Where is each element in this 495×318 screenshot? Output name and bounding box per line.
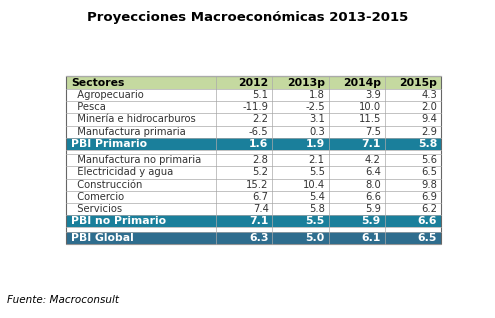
Text: 11.5: 11.5: [358, 114, 381, 124]
Text: 6.4: 6.4: [365, 168, 381, 177]
Text: -6.5: -6.5: [249, 127, 269, 137]
Text: 6.6: 6.6: [418, 216, 437, 226]
Text: 7.4: 7.4: [252, 204, 269, 214]
Text: 6.6: 6.6: [365, 192, 381, 202]
Bar: [66, 166, 441, 179]
Text: Proyecciones Macroeconómicas 2013-2015: Proyecciones Macroeconómicas 2013-2015: [87, 11, 408, 24]
Text: Fuente: Macroconsult: Fuente: Macroconsult: [7, 295, 119, 305]
Text: 9.4: 9.4: [421, 114, 437, 124]
Bar: [66, 150, 441, 154]
Bar: [66, 154, 441, 166]
Bar: [66, 191, 441, 203]
Text: 7.5: 7.5: [365, 127, 381, 137]
Text: 5.9: 5.9: [365, 204, 381, 214]
Text: 2.8: 2.8: [252, 155, 269, 165]
Text: 5.4: 5.4: [309, 192, 325, 202]
Text: 6.3: 6.3: [249, 233, 269, 243]
Text: Servicios: Servicios: [71, 204, 122, 214]
Text: Comercio: Comercio: [71, 192, 124, 202]
Text: 7.1: 7.1: [249, 216, 269, 226]
Text: Minería e hidrocarburos: Minería e hidrocarburos: [71, 114, 196, 124]
Text: 6.2: 6.2: [421, 204, 437, 214]
Text: 5.5: 5.5: [309, 168, 325, 177]
Text: 4.2: 4.2: [365, 155, 381, 165]
Text: PBI Primario: PBI Primario: [71, 139, 147, 149]
Text: 2.0: 2.0: [421, 102, 437, 112]
Text: 5.6: 5.6: [421, 155, 437, 165]
Text: Manufactura primaria: Manufactura primaria: [71, 127, 186, 137]
Text: 2014p: 2014p: [343, 78, 381, 87]
Text: 2015p: 2015p: [399, 78, 437, 87]
Text: 6.5: 6.5: [421, 168, 437, 177]
Text: 5.8: 5.8: [418, 139, 437, 149]
Text: 3.9: 3.9: [365, 90, 381, 100]
Bar: [66, 215, 441, 227]
Text: PBI Global: PBI Global: [71, 233, 134, 243]
Text: 5.0: 5.0: [305, 233, 325, 243]
Text: 2.9: 2.9: [421, 127, 437, 137]
Text: 8.0: 8.0: [365, 180, 381, 190]
Bar: [66, 113, 441, 126]
Text: 1.8: 1.8: [309, 90, 325, 100]
Text: 5.8: 5.8: [309, 204, 325, 214]
Text: -2.5: -2.5: [305, 102, 325, 112]
Text: 2.2: 2.2: [252, 114, 269, 124]
Text: 9.8: 9.8: [421, 180, 437, 190]
Bar: [66, 126, 441, 138]
Text: 5.2: 5.2: [252, 168, 269, 177]
Text: 5.9: 5.9: [362, 216, 381, 226]
Bar: [66, 179, 441, 191]
Text: 6.7: 6.7: [252, 192, 269, 202]
Text: 15.2: 15.2: [246, 180, 269, 190]
Text: Agropecuario: Agropecuario: [71, 90, 144, 100]
Bar: [66, 138, 441, 150]
Text: PBI no Primario: PBI no Primario: [71, 216, 166, 226]
Bar: [66, 89, 441, 101]
Text: 2013p: 2013p: [287, 78, 325, 87]
Text: 3.1: 3.1: [309, 114, 325, 124]
Text: 2012: 2012: [238, 78, 269, 87]
Text: Electricidad y agua: Electricidad y agua: [71, 168, 173, 177]
Text: 10.0: 10.0: [359, 102, 381, 112]
Text: 1.9: 1.9: [305, 139, 325, 149]
Text: 1.6: 1.6: [249, 139, 269, 149]
Text: Manufactura no primaria: Manufactura no primaria: [71, 155, 201, 165]
Bar: [66, 76, 441, 244]
Text: 6.1: 6.1: [361, 233, 381, 243]
Bar: [66, 101, 441, 113]
Text: 2.1: 2.1: [309, 155, 325, 165]
Text: 10.4: 10.4: [302, 180, 325, 190]
Text: 5.1: 5.1: [252, 90, 269, 100]
Text: 5.5: 5.5: [305, 216, 325, 226]
Text: 0.3: 0.3: [309, 127, 325, 137]
Bar: [66, 232, 441, 244]
Bar: [66, 203, 441, 215]
Bar: [66, 227, 441, 232]
Text: Construcción: Construcción: [71, 180, 143, 190]
Text: -11.9: -11.9: [243, 102, 269, 112]
Bar: [66, 76, 441, 89]
Text: 6.5: 6.5: [418, 233, 437, 243]
Text: Pesca: Pesca: [71, 102, 106, 112]
Text: 6.9: 6.9: [421, 192, 437, 202]
Text: 4.3: 4.3: [421, 90, 437, 100]
Text: Sectores: Sectores: [71, 78, 124, 87]
Text: 7.1: 7.1: [361, 139, 381, 149]
